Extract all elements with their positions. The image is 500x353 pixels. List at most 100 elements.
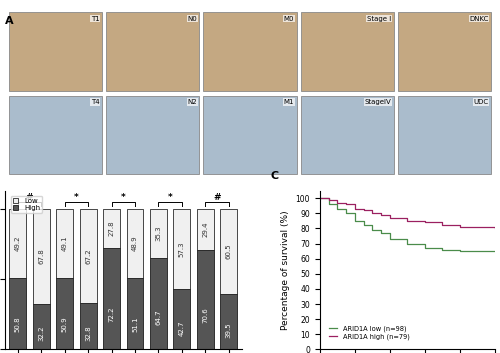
Text: *: * xyxy=(168,193,172,202)
Text: 48.9: 48.9 xyxy=(132,235,138,251)
Bar xyxy=(106,12,200,91)
ARID1A high (n=79) xyxy=(326,197,332,202)
Bar xyxy=(10,278,26,349)
Text: 67.2: 67.2 xyxy=(85,248,91,264)
ARID1A high (n=79) xyxy=(334,201,340,205)
Y-axis label: Percentage of survival (%): Percentage of survival (%) xyxy=(281,210,290,330)
Text: StageIV: StageIV xyxy=(364,99,392,105)
Bar xyxy=(106,96,200,174)
ARID1A low (n=98) xyxy=(378,231,384,235)
Bar xyxy=(56,278,73,349)
Text: 57.3: 57.3 xyxy=(179,241,185,257)
Bar xyxy=(174,209,190,289)
Bar xyxy=(33,209,50,304)
Text: Stage I: Stage I xyxy=(367,16,392,22)
Bar xyxy=(9,96,102,174)
Text: N2: N2 xyxy=(188,99,197,105)
ARID1A high (n=79) xyxy=(370,211,376,215)
Bar xyxy=(80,303,96,349)
ARID1A low (n=98) xyxy=(326,202,332,206)
Legend: Low, High: Low, High xyxy=(11,196,42,213)
Bar xyxy=(220,209,237,294)
ARID1A high (n=79) xyxy=(404,219,410,223)
Text: T1: T1 xyxy=(91,16,100,22)
Text: #: # xyxy=(213,193,220,202)
Text: #: # xyxy=(26,193,34,202)
ARID1A high (n=79) xyxy=(387,216,393,220)
ARID1A low (n=98) xyxy=(334,207,340,211)
Bar xyxy=(220,294,237,349)
Bar xyxy=(197,250,214,349)
ARID1A high (n=79) xyxy=(474,225,480,229)
Bar xyxy=(197,209,214,250)
Text: 50.8: 50.8 xyxy=(15,317,21,332)
Text: *: * xyxy=(121,193,126,202)
Bar xyxy=(126,209,144,277)
Text: 49.2: 49.2 xyxy=(15,236,21,251)
Bar xyxy=(103,209,120,248)
ARID1A low (n=98) xyxy=(387,237,393,241)
Text: 60.5: 60.5 xyxy=(226,244,232,259)
ARID1A high (n=79) xyxy=(492,226,498,231)
Text: DNKC: DNKC xyxy=(470,16,488,22)
Text: UDC: UDC xyxy=(474,99,488,105)
Text: 50.9: 50.9 xyxy=(62,317,68,332)
ARID1A high (n=79) xyxy=(440,223,446,227)
Bar xyxy=(204,12,296,91)
ARID1A low (n=98) xyxy=(422,246,428,250)
Text: 35.3: 35.3 xyxy=(156,226,162,241)
Line: ARID1A low (n=98): ARID1A low (n=98) xyxy=(320,198,495,251)
Bar xyxy=(80,209,96,303)
ARID1A low (n=98) xyxy=(474,249,480,253)
Text: N0: N0 xyxy=(187,16,197,22)
Text: 32.8: 32.8 xyxy=(85,325,91,341)
Text: 49.1: 49.1 xyxy=(62,235,68,251)
Text: 64.7: 64.7 xyxy=(156,310,162,325)
Text: M1: M1 xyxy=(284,99,294,105)
Bar xyxy=(204,96,296,174)
Text: T4: T4 xyxy=(91,99,100,105)
ARID1A low (n=98) xyxy=(360,223,366,227)
ARID1A low (n=98) xyxy=(492,249,498,253)
Bar xyxy=(10,209,26,278)
Text: C: C xyxy=(270,171,279,181)
ARID1A low (n=98) xyxy=(317,196,323,200)
Legend: ARID1A low (n=98), ARID1A high (n=79): ARID1A low (n=98), ARID1A high (n=79) xyxy=(326,323,412,343)
Bar xyxy=(300,12,394,91)
Text: A: A xyxy=(5,16,14,26)
ARID1A high (n=79) xyxy=(343,202,349,206)
Bar xyxy=(9,12,102,91)
Text: 42.7: 42.7 xyxy=(179,321,185,336)
Bar xyxy=(174,289,190,349)
Text: 39.5: 39.5 xyxy=(226,322,232,338)
Bar xyxy=(150,209,167,258)
Bar xyxy=(150,258,167,349)
ARID1A high (n=79) xyxy=(378,213,384,217)
Text: 32.2: 32.2 xyxy=(38,326,44,341)
ARID1A low (n=98) xyxy=(404,241,410,246)
Line: ARID1A high (n=79): ARID1A high (n=79) xyxy=(320,198,495,228)
Text: 67.8: 67.8 xyxy=(38,249,44,264)
Bar xyxy=(398,12,491,91)
ARID1A low (n=98) xyxy=(440,247,446,252)
ARID1A high (n=79) xyxy=(360,208,366,212)
ARID1A low (n=98) xyxy=(457,249,463,253)
Text: 27.8: 27.8 xyxy=(108,221,114,236)
Text: 51.1: 51.1 xyxy=(132,317,138,332)
ARID1A low (n=98) xyxy=(370,228,376,232)
Bar xyxy=(398,96,491,174)
Text: *: * xyxy=(74,193,79,202)
Text: M0: M0 xyxy=(284,16,294,22)
ARID1A low (n=98) xyxy=(352,219,358,223)
Text: 70.6: 70.6 xyxy=(202,307,208,323)
ARID1A high (n=79) xyxy=(317,196,323,200)
ARID1A low (n=98) xyxy=(343,211,349,215)
ARID1A high (n=79) xyxy=(457,225,463,229)
Bar xyxy=(103,248,120,349)
ARID1A high (n=79) xyxy=(352,207,358,211)
Bar xyxy=(56,209,73,278)
Bar xyxy=(126,277,144,349)
Text: 72.2: 72.2 xyxy=(108,306,114,322)
Bar xyxy=(300,96,394,174)
Text: 29.4: 29.4 xyxy=(202,222,208,237)
